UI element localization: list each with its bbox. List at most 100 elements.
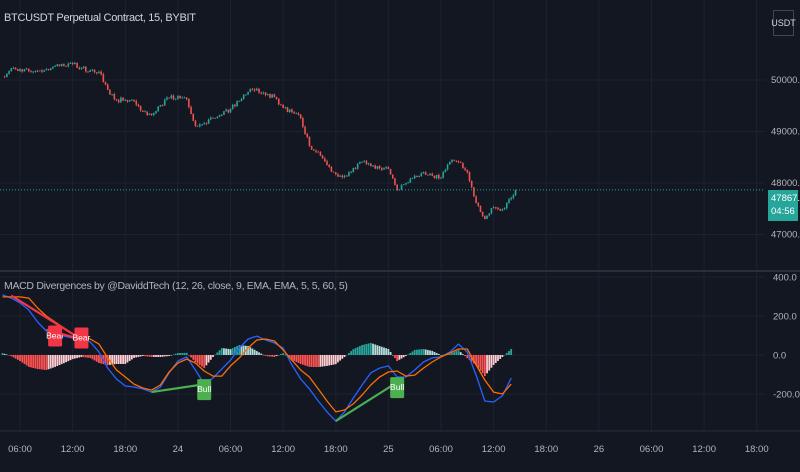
candle (280, 104, 282, 106)
candle (387, 167, 390, 170)
candle (85, 66, 87, 72)
candle (240, 99, 243, 102)
histogram-bar (448, 354, 451, 355)
candle (148, 113, 151, 115)
histogram-bar (166, 355, 168, 357)
bullish-divergence-line (151, 383, 205, 394)
candle (38, 70, 41, 72)
candle (359, 161, 361, 164)
candle (6, 73, 8, 78)
candle (389, 169, 392, 175)
histogram-bar (396, 355, 399, 362)
histogram-bar (190, 355, 192, 358)
candle (82, 66, 85, 69)
candle (122, 97, 124, 101)
candle (431, 173, 434, 176)
candle (479, 205, 482, 212)
candle (236, 101, 238, 107)
candle (245, 94, 247, 96)
histogram-bar (273, 355, 276, 357)
candle (451, 159, 453, 162)
candle (422, 172, 425, 174)
candle (435, 175, 438, 179)
histogram-bar (255, 351, 258, 355)
candle (179, 95, 181, 99)
histogram-bar (155, 355, 157, 357)
candle (21, 69, 24, 72)
indicator-title[interactable]: MACD Divergences by @DaviddTech (12, 26,… (4, 280, 348, 292)
currency-button[interactable]: USDT (771, 10, 796, 36)
candle (163, 99, 166, 106)
histogram-bar (348, 353, 350, 355)
histogram-bar (238, 345, 241, 355)
candle (117, 100, 120, 103)
histogram-bar (111, 355, 114, 365)
histogram-bar (306, 355, 309, 367)
histogram-bar (284, 354, 287, 356)
bullish-label: Bull (390, 382, 404, 392)
histogram-bar (45, 355, 48, 371)
candle (91, 69, 94, 71)
histogram-bar (508, 350, 510, 355)
histogram-bar (23, 355, 26, 364)
histogram-bar (249, 347, 252, 355)
histogram-bar (453, 352, 456, 355)
time-tick-label: 06:00 (8, 444, 32, 455)
histogram-bar (488, 355, 491, 371)
histogram-bar (451, 353, 453, 355)
histogram-bar (319, 355, 322, 367)
time-axis[interactable]: 06:00 12:00 18:00 24 06:00 12:00 18:00 25 06:00 1… (8, 444, 768, 455)
histogram-bar (275, 355, 278, 356)
time-tick-label: 12:00 (692, 444, 716, 455)
histogram-bar (369, 342, 372, 355)
histogram-bar (339, 355, 342, 361)
histogram-bar (499, 355, 502, 359)
candle (484, 215, 486, 220)
histogram-bar (32, 355, 35, 368)
time-tick-label: 12:00 (61, 444, 85, 455)
histogram-bar (242, 345, 245, 355)
candle (407, 182, 409, 184)
candle (473, 187, 475, 197)
histogram-bar (234, 347, 236, 355)
histogram-bar (387, 348, 390, 355)
candle (166, 97, 168, 100)
candle (231, 104, 234, 109)
candle (326, 161, 328, 165)
candle (288, 109, 291, 112)
histogram-bar (310, 355, 313, 367)
symbol-title[interactable]: BTCUSDT Perpetual Contract, 15, BYBIT (4, 12, 196, 24)
candle (196, 125, 199, 127)
candle (453, 159, 455, 161)
histogram-bar (183, 352, 186, 355)
price-axis[interactable]: 50000.0 49000.0 48000.0 47000.0 400.0 200.0 0.… (771, 75, 800, 401)
candle (418, 175, 420, 177)
candle (273, 94, 276, 97)
histogram-bar (62, 355, 65, 364)
histogram-bar (196, 355, 199, 364)
histogram-bar (133, 355, 135, 358)
histogram-bar (372, 343, 374, 355)
histogram-bar (462, 354, 464, 355)
histogram-bar (455, 351, 458, 355)
candle (499, 209, 501, 211)
candle (69, 63, 72, 64)
histogram-bar (282, 353, 285, 355)
histogram-bar (459, 352, 462, 355)
candle (137, 104, 140, 106)
histogram-bar (161, 355, 164, 357)
histogram-bar (100, 355, 103, 364)
candle (247, 91, 249, 95)
candle (207, 119, 210, 124)
macd-tick-label: 0.0 (773, 351, 786, 362)
histogram-bar (172, 354, 175, 356)
candle (100, 71, 102, 75)
histogram-bar (194, 355, 197, 363)
candle (152, 113, 155, 116)
time-tick-label: 25 (383, 444, 394, 455)
candle (501, 209, 504, 211)
time-tick-label: 06:00 (219, 444, 243, 455)
candle (367, 163, 370, 165)
candle (332, 171, 335, 173)
